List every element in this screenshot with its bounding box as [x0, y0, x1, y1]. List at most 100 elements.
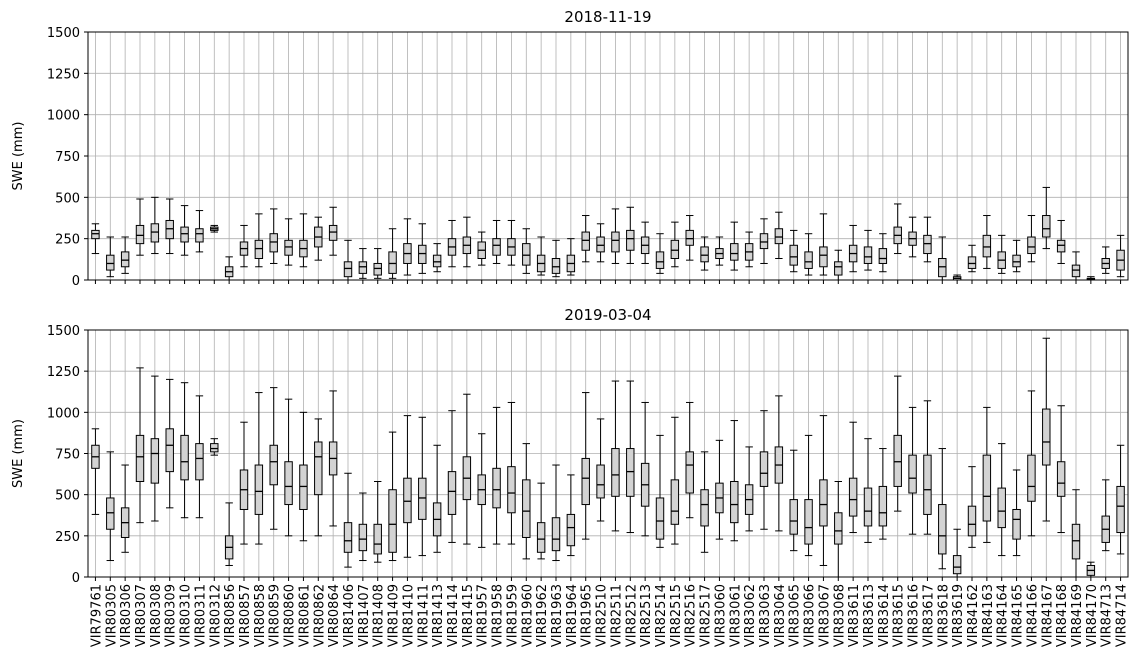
box [804, 499, 813, 545]
box [165, 219, 174, 240]
x-tick-label: VIR83064 [773, 584, 788, 647]
box [938, 258, 947, 278]
box [611, 448, 620, 497]
box [507, 466, 516, 514]
x-tick-label: VIR83061 [728, 584, 743, 647]
x-tick-label: VIR83066 [803, 584, 818, 647]
y-tick-label: 1250 [47, 67, 80, 82]
x-tick-label: VIR80858 [253, 584, 268, 647]
box [759, 451, 769, 487]
x-tick-label: VIR83614 [877, 584, 892, 647]
x-tick-label: VIR83065 [788, 584, 803, 647]
x-tick-label: VIR83060 [713, 584, 728, 647]
box [254, 239, 264, 260]
x-tick-label: VIR80856 [223, 584, 238, 647]
box [536, 522, 546, 553]
box [878, 485, 888, 527]
box [878, 248, 888, 264]
x-tick-label: VIR81962 [535, 584, 550, 647]
box [1042, 215, 1051, 238]
x-tick-label: VIR84164 [996, 584, 1011, 647]
y-tick-label: 1500 [47, 26, 80, 41]
y-tick-label: 1000 [47, 109, 80, 124]
box [358, 261, 368, 274]
x-tick-label: VIR80311 [193, 584, 208, 647]
x-tick-label: VIR80307 [134, 584, 149, 647]
box [299, 464, 308, 510]
box [254, 464, 264, 515]
box [403, 477, 412, 524]
box [106, 497, 115, 530]
box [626, 229, 635, 251]
x-tick-label: VIR82515 [669, 584, 684, 647]
box [284, 239, 293, 256]
box [759, 233, 769, 250]
box [418, 477, 427, 520]
plot-frame [87, 329, 1129, 578]
y-tick-label: 750 [55, 150, 80, 165]
x-tick-label: VIR84168 [1055, 584, 1070, 647]
box [1042, 408, 1051, 466]
box [328, 224, 338, 241]
box [581, 231, 590, 251]
box [819, 246, 828, 268]
x-tick-label: VIR82510 [595, 584, 610, 647]
box [982, 234, 992, 258]
box [611, 231, 620, 253]
box [655, 497, 665, 540]
x-tick-label: VIR84163 [981, 584, 996, 647]
box [551, 258, 561, 274]
box [284, 461, 293, 506]
box [596, 236, 605, 253]
x-tick-label: VIR82516 [684, 584, 699, 647]
box [967, 256, 977, 269]
box [373, 262, 382, 276]
x-tick-label: VIR80310 [179, 584, 194, 647]
x-tick-label: VIR81411 [416, 584, 431, 647]
box [1071, 264, 1081, 278]
box [1027, 454, 1036, 502]
x-tick-label: VIR83068 [832, 584, 847, 647]
x-tick-label: VIR80861 [297, 584, 312, 647]
box [106, 254, 115, 271]
x-tick-label: VIR81964 [565, 584, 580, 647]
box [655, 251, 665, 269]
box [848, 477, 858, 517]
x-tick-label: VIR80857 [238, 584, 253, 647]
y-tick-label: 0 [72, 571, 80, 586]
box [195, 228, 204, 243]
x-tick-label: VIR83067 [817, 584, 832, 647]
x-tick-label: VIR84162 [966, 584, 981, 647]
x-tick-label: VIR84165 [1011, 584, 1026, 647]
x-tick-label: VIR79761 [89, 584, 104, 647]
box [343, 522, 353, 553]
box [314, 441, 323, 496]
x-tick-label: VIR83611 [847, 584, 862, 647]
box [120, 251, 130, 268]
box [863, 487, 873, 527]
box [210, 443, 219, 453]
x-tick-label: VIR84167 [1040, 584, 1055, 647]
box [685, 229, 694, 246]
y-axis-label: SWE (mm) [11, 419, 26, 488]
box [269, 233, 278, 253]
x-tick-label: VIR83062 [743, 584, 758, 647]
x-tick-label: VIR81957 [476, 584, 491, 647]
box [91, 229, 100, 240]
x-tick-label: VIR83616 [907, 584, 922, 647]
box [492, 467, 501, 509]
y-tick-label: 250 [55, 530, 80, 545]
box [670, 239, 680, 260]
y-tick-label: 1000 [47, 406, 80, 421]
box [180, 434, 189, 481]
box [730, 243, 739, 261]
x-tick-label: VIR81410 [401, 584, 416, 647]
box [863, 246, 873, 264]
x-tick-label: VIR80312 [208, 584, 223, 647]
box [893, 434, 902, 487]
x-tick-label: VIR81965 [580, 584, 595, 647]
x-tick-label: VIR81963 [550, 584, 565, 647]
box [938, 504, 947, 555]
y-axis-label: SWE (mm) [11, 122, 26, 191]
